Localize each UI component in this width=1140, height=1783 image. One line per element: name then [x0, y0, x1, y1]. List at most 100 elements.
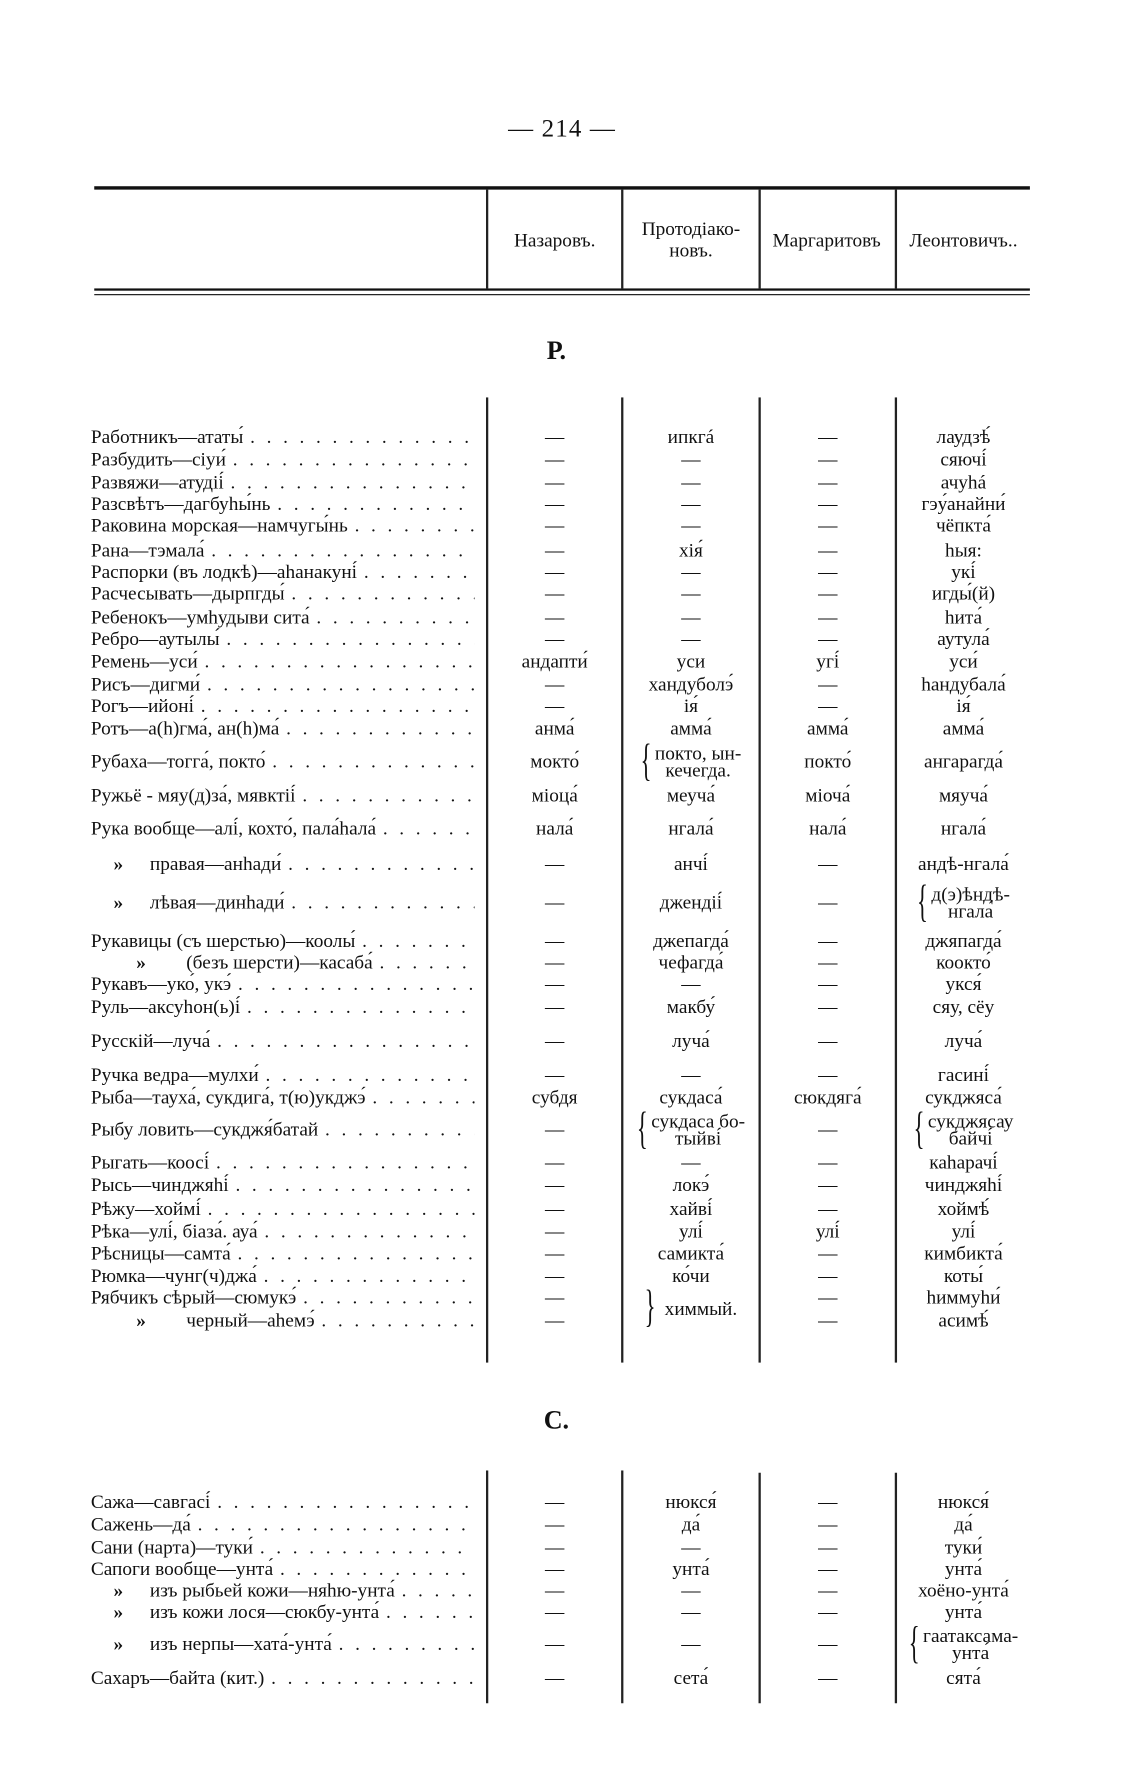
term-text: Ружьё - мяу(д)за́, мявктіі́ — [90, 784, 296, 807]
cell-leontovich: туки́ — [944, 1536, 983, 1558]
cell-leontovich: унта́ — [944, 1601, 983, 1623]
table-row: Рябчикъ сѣрый—сюмукэ́ —} химмый. — hиммуhи́ — [0, 1284, 1140, 1329]
cell-leontovich: {д(э)ѣндѣ-нгала́ — [897, 879, 1030, 924]
term-text: Ручка ведра—мулхи́ — [90, 1063, 259, 1086]
cell-leontovich: сукджяса́ — [925, 1086, 1002, 1109]
entry-term: Рѣка—улі́, біаза́. ауа́ — [91, 1221, 475, 1244]
cell-leontovich: да́ — [954, 1513, 973, 1536]
cell-nazarov: — — [545, 1513, 565, 1536]
cell-margaritov: — — [818, 1151, 838, 1173]
cell-lines: химмый. — [665, 1298, 738, 1317]
cell-margaritov: — — [818, 1029, 838, 1052]
cell-margaritov: — — [818, 973, 838, 995]
cell-leontovich: коокто́ — [936, 951, 991, 974]
term-text: изъ нерпы—хата́-унта́ — [149, 1632, 332, 1655]
cell-line: д(э)ѣндѣ- — [931, 883, 1010, 905]
table-row: Сажа—савгасі́ — нюкся́ — нюкся́ — [0, 1491, 1140, 1514]
dot-leader — [284, 891, 474, 914]
cell-margaritov: — — [818, 1601, 838, 1623]
cell-margaritov: — — [818, 514, 838, 536]
term-text: лѣвая—динhади́ — [149, 891, 285, 913]
cell-leontovich: укся́ — [945, 973, 982, 995]
entry-term: Руль—аксуhон(ь)і́ — [91, 996, 475, 1019]
cell-margaritov: — — [818, 1513, 838, 1536]
brace: { — [913, 1103, 925, 1154]
cell-margaritov: — — [818, 1309, 838, 1331]
cell-margaritov: — — [818, 1197, 838, 1220]
cell-line: покто, ын- — [654, 742, 742, 765]
cell-leontovich: мяуча́ — [938, 784, 988, 807]
column-divider — [758, 397, 761, 1363]
dot-leader — [240, 996, 474, 1019]
cell-margaritov: — — [818, 627, 838, 650]
column-header-leontovich: Леонтовичъ.. — [909, 228, 1018, 251]
cell-nazarov: — — [545, 582, 565, 605]
column-divider — [621, 189, 623, 289]
ditto-mark: » — [113, 1601, 124, 1623]
term-text: Развяжи—атудіі́ — [90, 471, 224, 493]
table-row: Рогъ—ийоні́ — ія́ — ія́ — [0, 695, 1140, 718]
table-row: Рыба—тауха́, сукдига́, т(ю)укджэ́ субдя су… — [0, 1087, 1140, 1110]
table-row: Раковина морская—намчугы́нь — — — чёпкта́ — [0, 514, 1140, 537]
cell-margaritov: нала́ — [809, 817, 847, 840]
table-row: Разсвѣтъ—дагбуhы́нь — — — гэу́анайни́ — [0, 493, 1140, 516]
cell-nazarov: — — [545, 852, 565, 875]
dot-leader — [348, 514, 475, 537]
table-row: Рубаха—тогга́, покто́ мокто́ {покто, ын-ке… — [0, 738, 1140, 783]
cell-margaritov: — — [818, 951, 838, 974]
entry-term: » лѣвая—динhади́ — [114, 891, 475, 914]
cell-leontovich: улі́ — [951, 1220, 976, 1243]
dot-leader — [191, 1514, 475, 1537]
entry-term: Рябчикъ сѣрый—сюмукэ́ — [91, 1287, 475, 1310]
cell-lines: сукдаса бо-тыйві́ — [651, 1112, 745, 1148]
cell-margaritov: амма́ — [807, 717, 849, 740]
cell-nazarov: — — [545, 1601, 565, 1623]
cell-line: байчі́ — [948, 1127, 993, 1150]
entry-term: Распорки (въ лодкѣ)—аhанакуні́ — [91, 561, 475, 584]
cell-leontovich: укі́ — [951, 560, 976, 583]
column-divider — [894, 189, 897, 289]
cell-protodiakonov: — — [681, 560, 701, 583]
cell-leontovich: уси́ — [949, 650, 978, 673]
ditto-mark: » — [136, 1309, 146, 1331]
brace: { — [636, 1103, 648, 1154]
cell-protodiakonov: — — [681, 1536, 701, 1558]
cell-nazarov: — — [545, 492, 565, 515]
entry-term: Рѣсницы—самта́ — [91, 1242, 475, 1265]
cell-leontovich: ангарагда́ — [923, 750, 1003, 773]
dot-leader — [285, 583, 475, 606]
table-row: » лѣвая—динhади́ — джендіі́ — {д(э)ѣндѣ-нгала… — [0, 879, 1140, 924]
dot-leader — [257, 1265, 475, 1288]
cell-protodiakonov: сукдаса́ — [659, 1086, 723, 1109]
dot-leader — [226, 449, 475, 472]
dot-leader — [296, 785, 475, 808]
cell-nazarov: — — [545, 448, 565, 471]
cell-nazarov: анма́ — [534, 717, 575, 740]
table-row: Расчесывать—дырпгды́ — — — игды́(й) — [0, 583, 1140, 606]
cell-nazarov: — — [545, 1632, 565, 1655]
cell-nazarov: — — [545, 1536, 565, 1558]
header-bottom-rule-2 — [94, 294, 1030, 296]
cell-nazarov: — — [545, 1029, 565, 1052]
entry-term: Развяжи—атудіі́ — [91, 471, 475, 494]
term-text: Рана—тэмала́ — [90, 539, 205, 561]
cell-leontovich: кимбикта́ — [924, 1242, 1003, 1264]
table-row: Сахаръ—байта (кит.) — сета́ — сята́ — [0, 1667, 1140, 1690]
cell-protodiakonov: анчі́ — [673, 852, 708, 875]
dot-leader — [210, 1030, 474, 1053]
cell-nazarov: — — [545, 673, 565, 695]
entry-term: Ребро—аутылы́ — [91, 628, 475, 651]
entry-term: Рыбу ловить—сукджя́батай — [91, 1118, 475, 1141]
cell-protodiakonov: уси — [676, 650, 706, 673]
cell-leontovich: луча́ — [944, 1029, 983, 1052]
dot-leader — [258, 1221, 475, 1244]
dot-leader — [366, 1087, 475, 1110]
cell-leontovich: аутула́ — [937, 627, 990, 650]
table-row: Сапоги вообще—унта́ — унта́ — унта́ — [0, 1558, 1140, 1581]
table-row: Развяжи—атудіі́ — — — ачуhá — [0, 471, 1140, 494]
dot-leader — [198, 651, 475, 674]
table-row: Руль—аксуhон(ь)і́ — макбу́ — сяу, сёу — [0, 996, 1140, 1019]
entry-term: Ручка ведра—мулхи́ — [91, 1064, 475, 1087]
cell-protodiakonov: — — [681, 471, 701, 493]
cell-margaritov: — — [818, 606, 838, 628]
